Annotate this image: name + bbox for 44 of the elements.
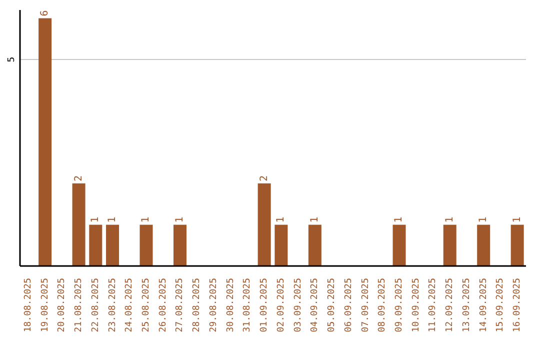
x-tick-label: 16.09.2025 [512, 278, 523, 332]
x-tick-label: 09.09.2025 [394, 278, 404, 332]
x-tick-label: 14.09.2025 [478, 278, 489, 332]
x-tick-label: 06.09.2025 [344, 278, 354, 332]
x-tick-label: 27.08.2025 [175, 278, 186, 332]
x-tick-label: 03.09.2025 [293, 278, 304, 332]
x-tick-label: 07.09.2025 [360, 278, 371, 332]
x-tick-label: 08.09.2025 [378, 278, 388, 332]
x-tick-label: 28.08.2025 [192, 278, 202, 332]
data-label: 1 [309, 216, 320, 223]
x-tick-label: 31.08.2025 [242, 278, 253, 332]
x-tick-label: 01.09.2025 [260, 278, 270, 332]
x-tick-label: 22.08.2025 [90, 278, 101, 332]
x-tick-label: 10.09.2025 [411, 278, 422, 332]
x-tick-label: 24.08.2025 [124, 278, 135, 332]
data-label: 1 [444, 216, 456, 223]
data-label: 1 [90, 216, 102, 223]
data-label: 1 [140, 216, 152, 223]
data-label: 1 [174, 216, 186, 223]
x-tick-label: 21.08.2025 [74, 278, 84, 332]
data-label: 1 [107, 216, 118, 223]
x-tick-label: 20.08.2025 [57, 278, 68, 332]
data-label: 1 [512, 216, 523, 223]
x-tick-label: 30.08.2025 [226, 278, 236, 332]
x-tick-label: 29.08.2025 [208, 278, 219, 332]
x-tick-label: 12.09.2025 [445, 278, 456, 332]
x-tick-label: 23.08.2025 [108, 278, 118, 332]
x-tick-label: 15.09.2025 [496, 278, 506, 332]
data-label: 2 [258, 175, 270, 182]
x-tick-label: 19.08.2025 [40, 278, 50, 332]
x-tick-label: 04.09.2025 [310, 278, 320, 332]
x-tick-label: 25.08.2025 [142, 278, 152, 332]
data-label: 1 [394, 216, 405, 223]
x-tick-label: 02.09.2025 [276, 278, 286, 332]
x-tick-label: 26.08.2025 [158, 278, 168, 332]
x-tick-label: 11.09.2025 [428, 278, 438, 332]
data-label: 1 [276, 216, 287, 223]
data-label: 6 [40, 10, 51, 16]
data-label: 2 [73, 175, 84, 182]
x-tick-label: 13.09.2025 [462, 278, 472, 332]
y-tick-label: 5 [7, 56, 17, 62]
data-label: 1 [478, 216, 490, 223]
x-tick-label: 05.09.2025 [327, 278, 338, 332]
x-tick-label: 18.08.2025 [23, 278, 34, 332]
